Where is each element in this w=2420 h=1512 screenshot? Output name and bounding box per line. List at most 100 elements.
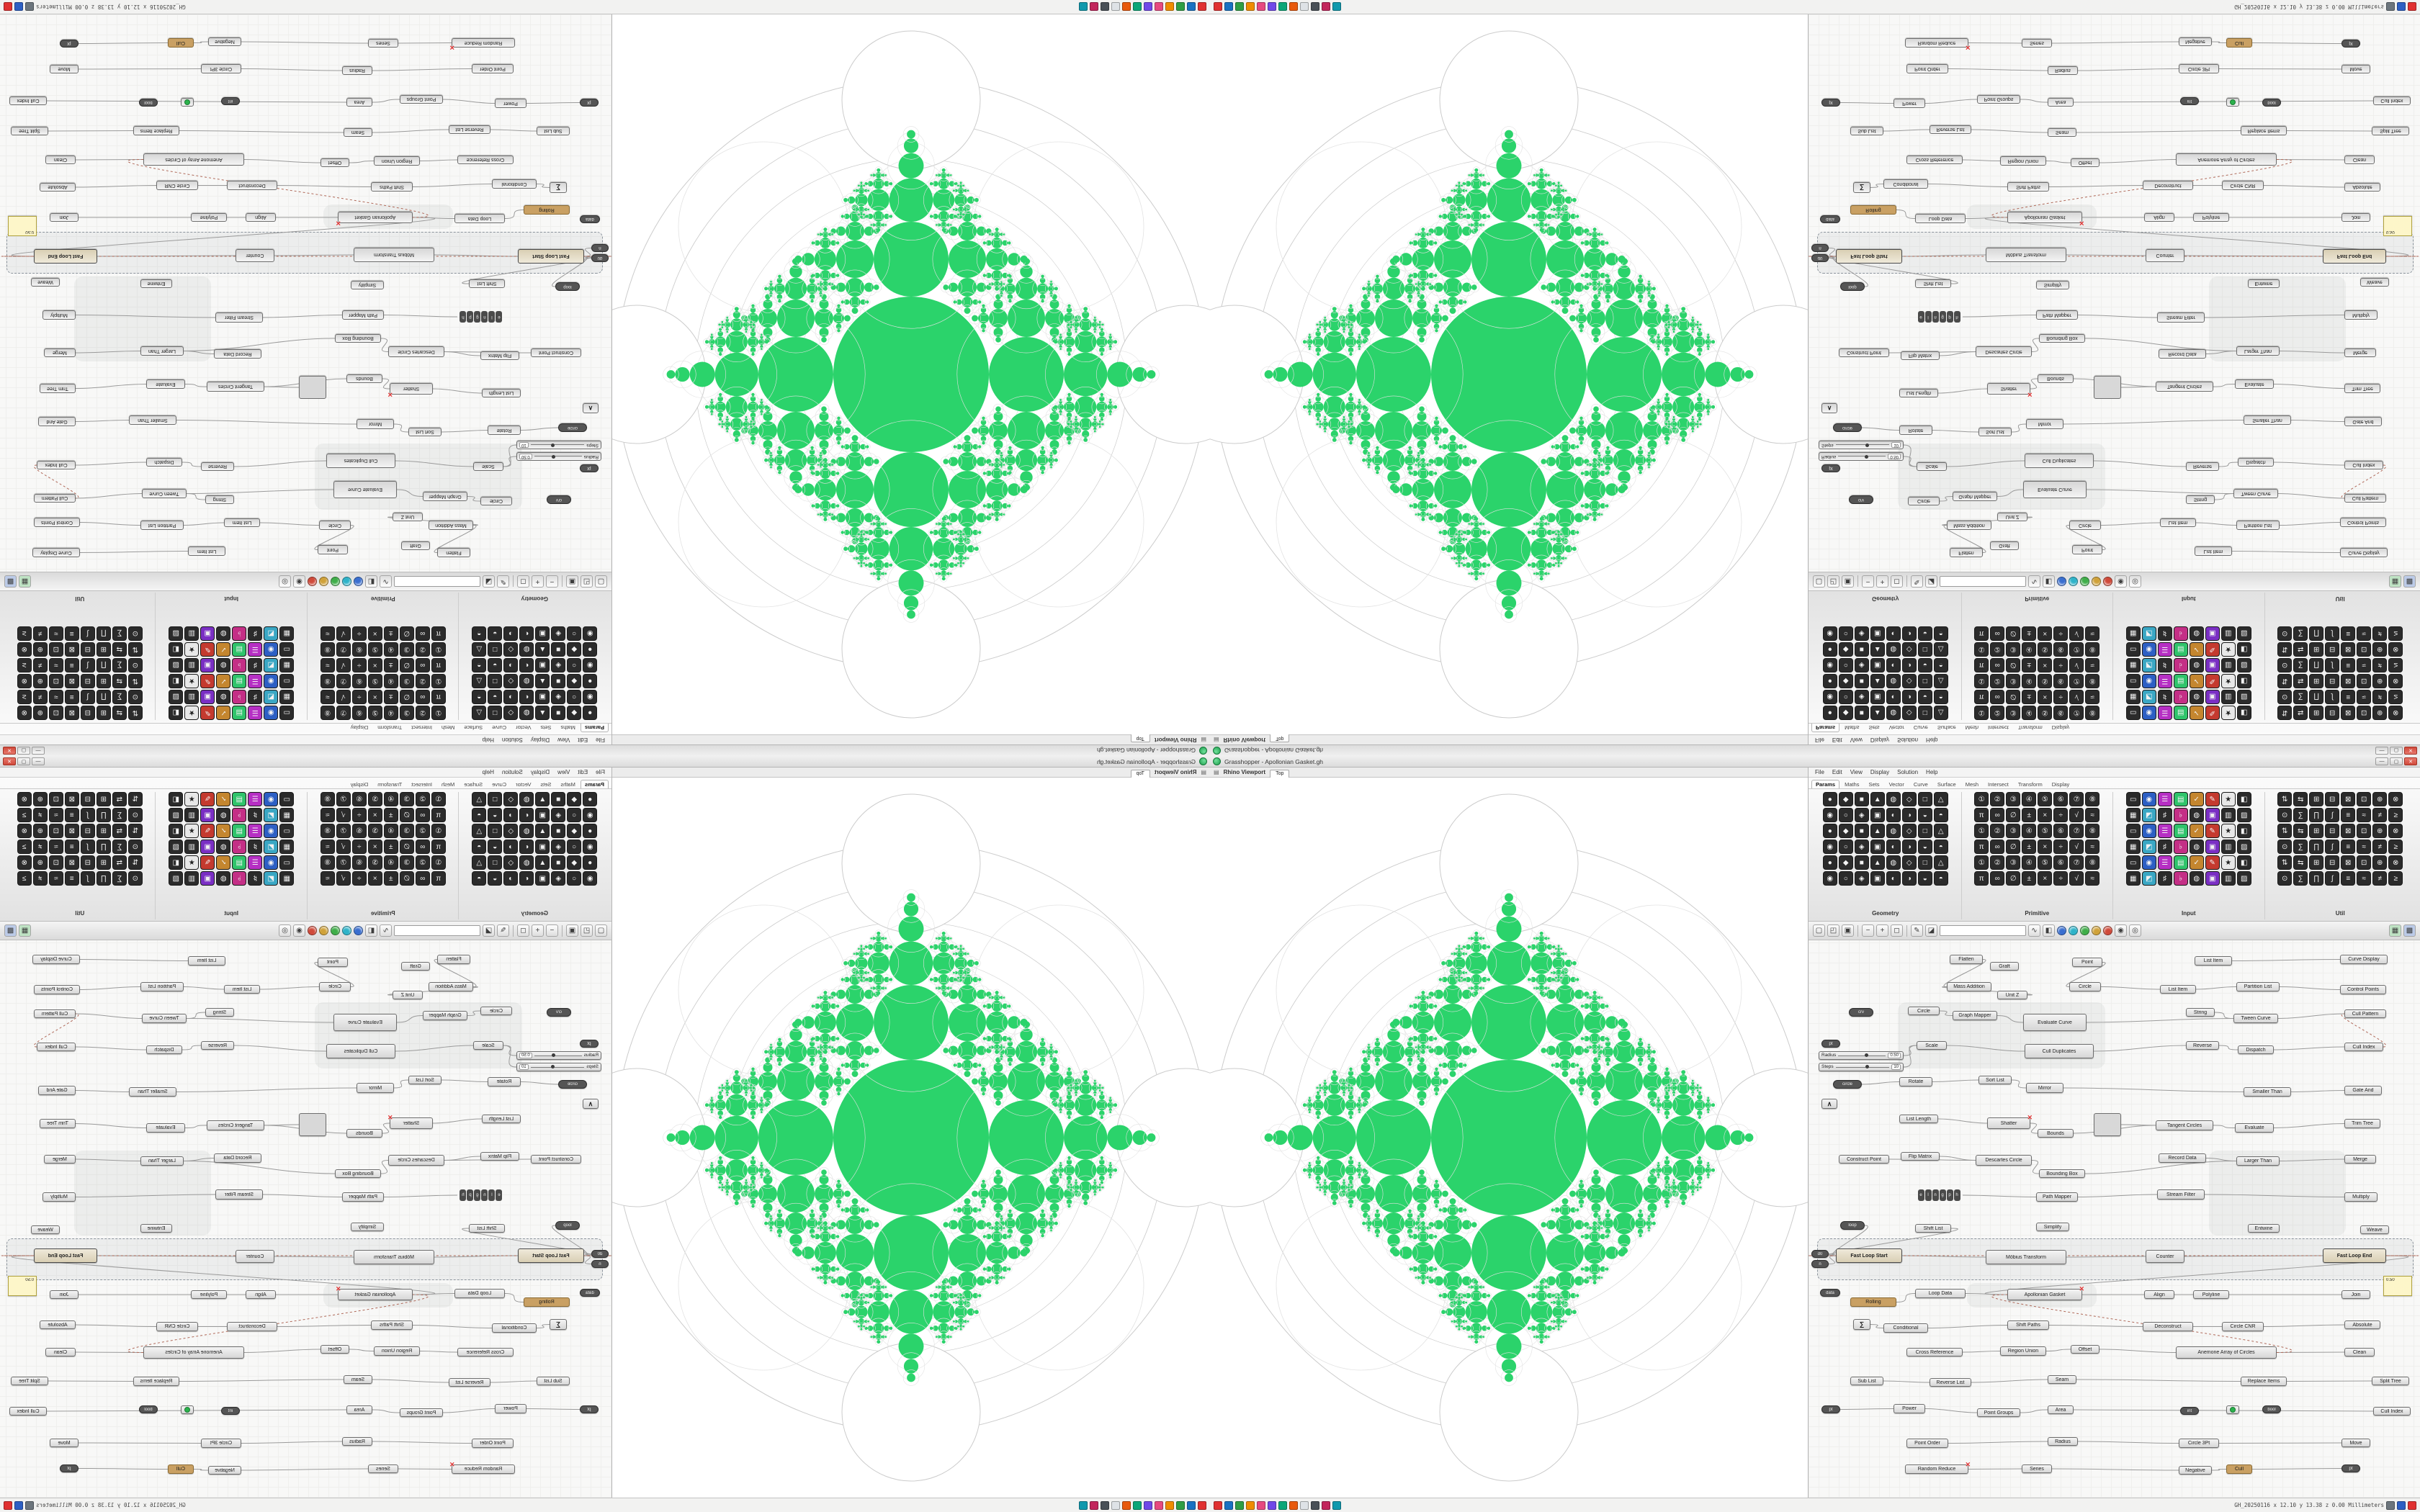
gh-node-fast-loop-end[interactable]: Fast Loop End — [2323, 249, 2386, 264]
param-icon[interactable]: ▣ — [2205, 690, 2220, 704]
gh-node-int[interactable]: int — [221, 97, 240, 105]
zoom-in-icon[interactable]: + — [1876, 575, 1888, 588]
gh-node-graph-mapper[interactable]: Graph Mapper — [423, 492, 467, 501]
param-icon[interactable]: ◓ — [472, 626, 487, 641]
param-icon[interactable]: ▭ — [279, 674, 295, 688]
param-icon[interactable]: ⊗ — [17, 706, 32, 720]
param-icon[interactable]: ▤ — [2173, 706, 2188, 720]
eraser-icon[interactable]: ◪ — [483, 575, 495, 588]
menu-file[interactable]: File — [596, 737, 605, 743]
param-icon[interactable]: ◉ — [583, 658, 598, 672]
param-icon[interactable]: ≡ — [2341, 626, 2356, 641]
gh-node-node[interactable]: ∧ — [583, 403, 599, 413]
gh-node-move[interactable]: Move — [2341, 65, 2370, 73]
gh-node-evaluate-curve[interactable]: Evaluate Curve — [2023, 481, 2087, 498]
param-icon[interactable]: ∅ — [399, 658, 414, 672]
param-icon[interactable]: ⊕ — [2372, 706, 2388, 720]
preview-sphere-icon[interactable] — [2103, 577, 2112, 586]
param-icon[interactable]: × — [367, 658, 382, 672]
param-icon[interactable]: ✎ — [200, 642, 215, 657]
param-icon[interactable]: ◒ — [488, 626, 503, 641]
param-icon[interactable]: ▲ — [1870, 674, 1885, 688]
param-icon[interactable]: ⊗ — [17, 674, 32, 688]
taskbar-app-icon[interactable] — [1289, 2, 1298, 12]
param-icon[interactable]: ≈ — [2085, 626, 2100, 641]
gh-node-tween-curve[interactable]: Tween Curve — [2233, 489, 2278, 498]
param-icon[interactable]: ∏ — [96, 658, 111, 672]
param-icon[interactable]: ◉ — [583, 690, 598, 704]
param-icon[interactable]: ≥ — [2388, 658, 2403, 672]
param-icon[interactable]: ÷ — [2053, 658, 2069, 672]
param-icon[interactable]: ⊗ — [2388, 706, 2403, 720]
gh-node-random-reduce[interactable]: Random Reduce ✕ — [1905, 38, 1971, 51]
param-icon[interactable]: ☰ — [248, 706, 263, 720]
param-icon[interactable]: ◍ — [519, 674, 534, 688]
param-icon[interactable]: ▣ — [2205, 658, 2220, 672]
slider-knob[interactable] — [552, 455, 556, 459]
ribbon-tab-curve[interactable]: Curve — [492, 724, 507, 731]
gh-node-graft[interactable]: Graft — [1990, 541, 2019, 550]
param-icon[interactable]: ÷ — [351, 690, 367, 704]
param-icon[interactable]: ÷ — [351, 626, 367, 641]
param-icon[interactable]: ◑ — [1901, 658, 1917, 672]
param-icon[interactable]: ⇅ — [2277, 706, 2293, 720]
param-icon[interactable]: ▦ — [279, 626, 295, 641]
param-icon[interactable]: ⑤ — [367, 706, 382, 720]
param-pin[interactable]: e — [1917, 311, 1924, 323]
gh-node-random-reduce[interactable]: Random Reduce ✕ — [449, 38, 515, 51]
param-icon[interactable]: √ — [2069, 690, 2084, 704]
gh-node-cull[interactable]: Cull — [168, 38, 194, 48]
param-icon[interactable]: ◐ — [1886, 690, 1901, 704]
gh-node-list-item[interactable]: List Item — [188, 546, 225, 556]
param-icon[interactable]: ◇ — [1901, 706, 1917, 720]
param-icon[interactable]: ▤ — [232, 706, 247, 720]
param-icon[interactable]: ◍ — [519, 706, 534, 720]
param-icon[interactable]: ◧ — [2236, 674, 2251, 688]
gh-node-stream-filter[interactable]: Stream Filter — [215, 312, 263, 323]
param-icon[interactable]: √ — [2069, 658, 2084, 672]
gh-node-list-length[interactable]: List Length — [1899, 389, 1938, 397]
param-icon[interactable]: ▨ — [169, 690, 184, 704]
param-icon[interactable]: ⊟ — [2325, 706, 2340, 720]
param-icon[interactable]: ▨ — [169, 626, 184, 641]
tray-icon[interactable] — [25, 2, 34, 12]
preview-sphere-icon[interactable] — [342, 577, 351, 586]
param-icon[interactable]: ◐ — [1886, 658, 1901, 672]
param-icon[interactable]: ⊠ — [64, 642, 79, 657]
minimize-button[interactable]: — — [32, 747, 45, 755]
gh-node-bounding-box[interactable]: Bounding Box — [335, 334, 381, 343]
param-icon[interactable]: ◍ — [216, 690, 231, 704]
param-pin[interactable]: p — [467, 311, 474, 323]
ribbon-tab-params[interactable]: Params — [1811, 724, 1840, 732]
param-icon[interactable]: ③ — [2006, 642, 2021, 657]
param-icon[interactable]: ⑦ — [2069, 674, 2084, 688]
ribbon-tab-intersect[interactable]: Intersect — [1988, 724, 2009, 731]
preview-wire-icon[interactable]: ∿ — [2028, 575, 2040, 588]
param-icon[interactable]: ≈ — [48, 690, 63, 704]
param-icon[interactable]: ○ — [1838, 626, 1853, 641]
param-icon[interactable]: ◓ — [1933, 658, 1948, 672]
gh-node-path-mapper[interactable]: Path Mapper — [342, 310, 384, 320]
param-icon[interactable]: ◆ — [1838, 706, 1853, 720]
param-icon[interactable]: ∑ — [112, 658, 127, 672]
param-icon[interactable]: ● — [1822, 674, 1837, 688]
gh-node-m-bius-transform[interactable]: Möbius Transform — [1986, 248, 2066, 262]
gh-node-t[interactable] — [181, 98, 194, 107]
zoom-extents-icon[interactable]: ◻ — [1891, 575, 1903, 588]
group-toggle-icon[interactable]: ▦ — [2389, 575, 2401, 588]
param-icon[interactable]: ♯ — [248, 626, 263, 641]
gh-node-rolling[interactable]: Rolling — [1850, 205, 1896, 215]
gh-node-entwine[interactable]: Entwine — [140, 279, 172, 288]
param-icon[interactable]: ∏ — [2309, 658, 2324, 672]
param-icon[interactable]: ▣ — [200, 690, 215, 704]
param-icon[interactable]: ① — [431, 674, 446, 688]
param-icon[interactable]: ● — [1822, 642, 1837, 657]
param-icon[interactable]: ② — [1990, 706, 2005, 720]
gh-node-multiply[interactable]: Multiply — [42, 310, 76, 320]
param-icon[interactable]: □ — [488, 674, 503, 688]
param-icon[interactable]: ▲ — [535, 642, 550, 657]
taskbar-app-icon[interactable] — [1122, 2, 1131, 12]
param-icon[interactable]: π — [1974, 690, 1989, 704]
slider-track[interactable] — [1835, 444, 1890, 447]
